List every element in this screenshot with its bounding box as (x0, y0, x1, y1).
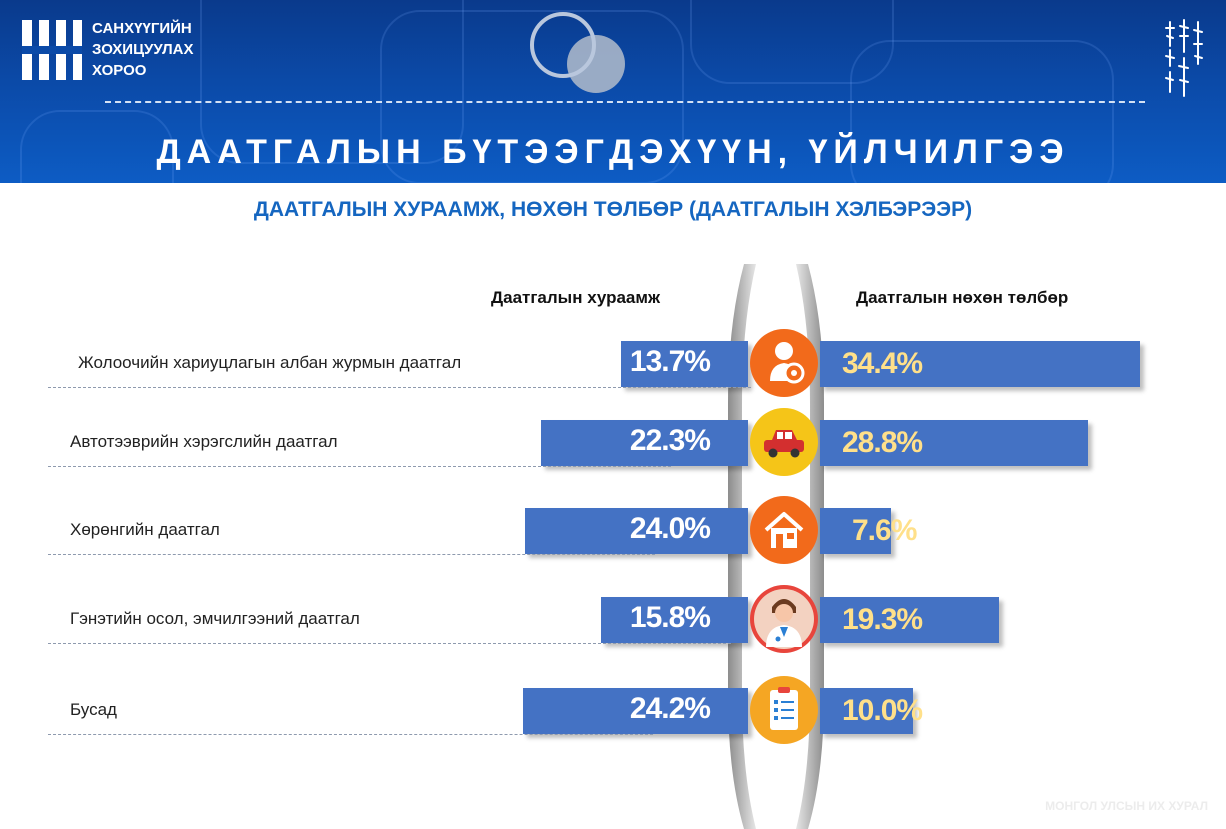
category-divider (48, 387, 751, 388)
org-name-line-1: САНХҮҮГИЙН (92, 20, 192, 37)
category-label: Гэнэтийн осол, эмчилгээний даатгал (70, 609, 360, 628)
value-label-claims: 19.3% (842, 603, 923, 636)
org-name-line-3: ХОРОО (92, 62, 147, 79)
value-label-claims: 10.0% (842, 694, 923, 727)
value-label-premium: 24.2% (629, 692, 711, 725)
doctor-icon (750, 585, 818, 653)
value-label-claims: 7.6% (852, 514, 917, 547)
chart-title: ДААТГАЛЫН ХУРААМЖ, НӨХӨН ТӨЛБӨР (ДААТГАЛ… (253, 198, 973, 221)
header-divider (105, 101, 1145, 103)
value-label-premium: 13.7% (629, 345, 711, 378)
bar-premium (601, 597, 748, 643)
category-divider (48, 554, 655, 555)
bar-claims (820, 420, 1088, 466)
watermark: МОНГОЛ УЛСЫН ИХ ХУРАЛ (1045, 799, 1208, 813)
bar-claims (820, 688, 913, 734)
category-label: Автотээврийн хэрэгслийн даатгал (70, 432, 338, 451)
header-banner: САНХҮҮГИЙН ЗОХИЦУУЛАХ ХОРОО ДААТГАЛЫН БҮ… (0, 0, 1226, 183)
org-name-line-2: ЗОХИЦУУЛАХ (92, 41, 194, 58)
page-title: ДААТГАЛЫН БҮТЭЭГДЭХҮҮН, ҮЙЛЧИЛГЭЭ (156, 133, 1070, 171)
category-divider (48, 466, 671, 467)
bar-premium (524, 508, 748, 554)
org-name: САНХҮҮГИЙН ЗОХИЦУУЛАХ ХОРОО (92, 18, 194, 81)
house-icon (750, 496, 818, 564)
bar-claims (820, 341, 1140, 387)
category-label: Жолоочийн хариуцлагын албан журмын даатг… (78, 353, 462, 372)
bar-premium (540, 420, 748, 466)
bar-claims (820, 597, 1000, 643)
driver-icon (750, 329, 818, 397)
category-divider (48, 643, 732, 644)
value-label-premium: 15.8% (629, 601, 711, 634)
bar-premium (522, 688, 748, 734)
value-label-claims: 28.8% (842, 426, 923, 459)
bar-claims (820, 508, 891, 554)
clipboard-icon (750, 676, 818, 744)
category-label: Бусад (70, 700, 117, 719)
legend-claims: Даатгалын нөхөн төлбөр (856, 288, 1069, 307)
legend-premium: Даатгалын хураамж (491, 288, 661, 307)
bar-premium (620, 341, 748, 387)
category-label: Хөрөнгийн даатгал (70, 520, 220, 539)
mongolian-script-emblem (1165, 19, 1203, 97)
value-label-premium: 22.3% (629, 424, 711, 457)
logo-icon (22, 20, 82, 80)
car-icon (750, 408, 818, 476)
value-label-premium: 24.0% (629, 512, 711, 545)
category-divider (48, 734, 653, 735)
value-label-claims: 34.4% (842, 347, 923, 380)
decor-circle-ring (530, 12, 596, 78)
